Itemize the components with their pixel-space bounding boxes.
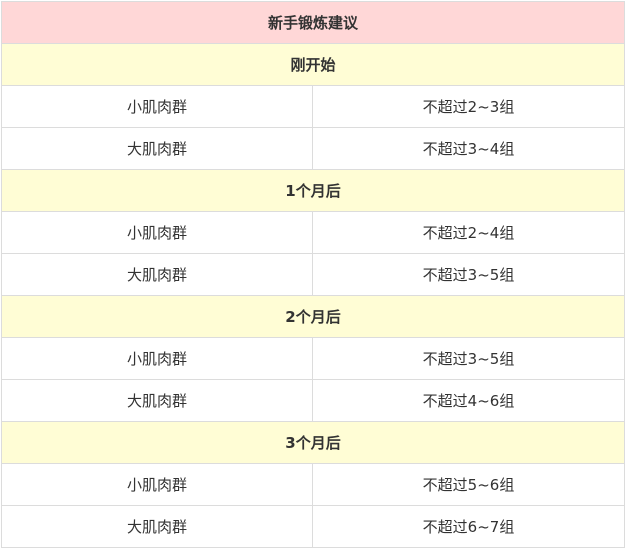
sets-cell: 不超过2~4组 — [312, 211, 625, 254]
sets-cell: 不超过4~6组 — [312, 379, 625, 422]
table-row: 小肌肉群 不超过5~6组 — [1, 463, 625, 506]
table-row: 大肌肉群 不超过6~7组 — [1, 505, 625, 548]
table-row: 大肌肉群 不超过4~6组 — [1, 379, 625, 422]
section-row: 1个月后 — [1, 169, 625, 212]
section-row: 2个月后 — [1, 295, 625, 338]
muscle-group-cell: 大肌肉群 — [1, 505, 313, 548]
section-label: 3个月后 — [1, 421, 625, 464]
table-row: 大肌肉群 不超过3~5组 — [1, 253, 625, 296]
section-label: 2个月后 — [1, 295, 625, 338]
muscle-group-cell: 小肌肉群 — [1, 85, 313, 128]
table-title: 新手锻炼建议 — [1, 1, 625, 44]
muscle-group-cell: 大肌肉群 — [1, 379, 313, 422]
muscle-group-cell: 小肌肉群 — [1, 463, 313, 506]
table-row: 大肌肉群 不超过3~4组 — [1, 127, 625, 170]
table-row: 小肌肉群 不超过3~5组 — [1, 337, 625, 380]
sets-cell: 不超过3~5组 — [312, 337, 625, 380]
section-row: 3个月后 — [1, 421, 625, 464]
muscle-group-cell: 大肌肉群 — [1, 253, 313, 296]
table-header-row: 新手锻炼建议 — [1, 1, 625, 44]
sets-cell: 不超过3~4组 — [312, 127, 625, 170]
section-label: 1个月后 — [1, 169, 625, 212]
table-row: 小肌肉群 不超过2~3组 — [1, 85, 625, 128]
sets-cell: 不超过6~7组 — [312, 505, 625, 548]
section-row: 刚开始 — [1, 43, 625, 86]
table-row: 小肌肉群 不超过2~4组 — [1, 211, 625, 254]
section-label: 刚开始 — [1, 43, 625, 86]
muscle-group-cell: 小肌肉群 — [1, 211, 313, 254]
sets-cell: 不超过2~3组 — [312, 85, 625, 128]
sets-cell: 不超过5~6组 — [312, 463, 625, 506]
muscle-group-cell: 大肌肉群 — [1, 127, 313, 170]
sets-cell: 不超过3~5组 — [312, 253, 625, 296]
muscle-group-cell: 小肌肉群 — [1, 337, 313, 380]
